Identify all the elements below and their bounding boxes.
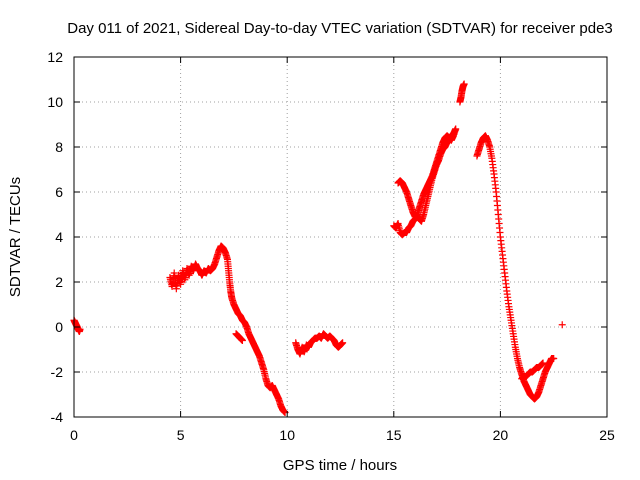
x-tick-label: 0 <box>70 427 78 443</box>
data-point <box>550 355 558 362</box>
y-tick-label: 8 <box>55 139 63 155</box>
x-tick-label: 5 <box>177 427 185 443</box>
y-tick-label: 0 <box>55 319 63 335</box>
data-point <box>539 359 547 367</box>
chart-title: Day 011 of 2021, Sidereal Day-to-day VTE… <box>67 20 613 37</box>
grid-lines <box>74 57 607 417</box>
x-tick-label: 10 <box>279 427 295 443</box>
data-point <box>558 321 566 329</box>
y-tick-label: 12 <box>47 49 63 65</box>
x-tick-label: 15 <box>386 427 402 443</box>
data-markers <box>70 80 566 416</box>
y-tick-label: -4 <box>51 409 64 425</box>
data-point <box>460 80 468 88</box>
x-tick-label: 20 <box>493 427 509 443</box>
data-point <box>238 337 246 344</box>
y-tick-label: 4 <box>55 229 63 245</box>
y-tick-label: 2 <box>55 274 63 290</box>
data-point <box>452 125 460 133</box>
y-tick-label: 6 <box>55 184 63 200</box>
x-tick-label: 25 <box>599 427 615 443</box>
y-tick-label: 10 <box>47 94 63 110</box>
y-tick-label: -2 <box>51 364 64 380</box>
plot-frame <box>73 56 608 418</box>
y-tick-labels: -4 -2 0 2 4 6 8 10 12 <box>47 49 63 425</box>
x-axis-label: GPS time / hours <box>283 457 397 474</box>
x-tick-labels: 0 5 10 15 20 25 <box>70 427 615 443</box>
axis-ticks <box>73 56 608 418</box>
data-point <box>339 339 347 347</box>
y-axis-label: SDTVAR / TECUs <box>7 177 24 297</box>
